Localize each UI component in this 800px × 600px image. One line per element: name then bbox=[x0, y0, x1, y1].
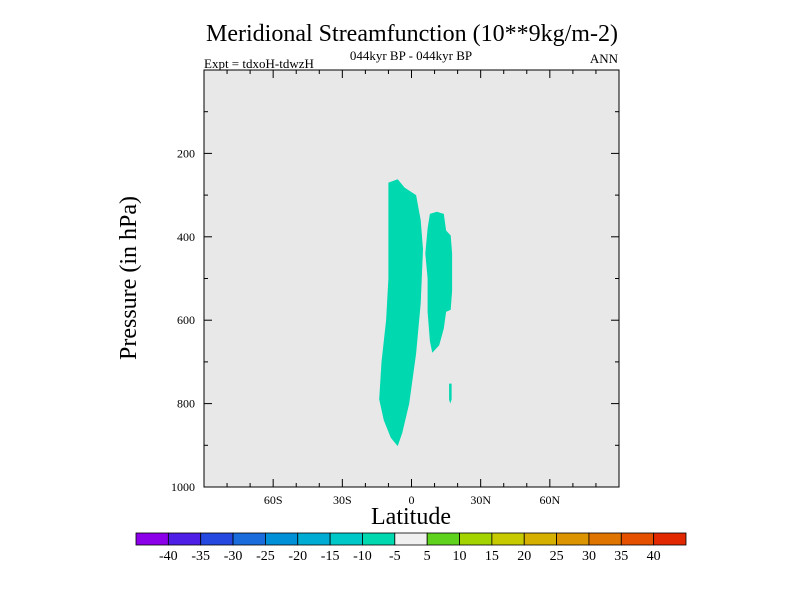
contour-region-3 bbox=[449, 383, 452, 404]
y-axis-label: Pressure (in hPa) bbox=[116, 196, 142, 360]
colorbar-swatch bbox=[362, 532, 396, 546]
colorbar-swatch bbox=[426, 532, 460, 546]
colorbar-swatch bbox=[588, 532, 622, 546]
colorbar-label: -30 bbox=[224, 549, 243, 564]
colorbar-swatch bbox=[394, 532, 428, 546]
colorbar-label: -20 bbox=[288, 549, 307, 564]
season-label: ANN bbox=[590, 51, 619, 66]
colorbar-swatch bbox=[135, 532, 169, 546]
colorbar-swatch bbox=[265, 532, 299, 546]
colorbar-swatch bbox=[653, 532, 687, 546]
colorbar-label: 40 bbox=[647, 549, 661, 564]
colorbar-swatch bbox=[491, 532, 525, 546]
colorbar-label: 10 bbox=[453, 549, 467, 564]
contour-region-1 bbox=[379, 179, 423, 447]
colorbar-swatch bbox=[200, 532, 234, 546]
colorbar-swatch bbox=[297, 532, 331, 546]
colorbar-label: 30 bbox=[582, 549, 596, 564]
colorbar-label: -10 bbox=[353, 549, 372, 564]
y-tick-label: 600 bbox=[177, 313, 195, 327]
chart-title: Meridional Streamfunction (10**9kg/m-2) bbox=[206, 21, 618, 47]
colorbar-swatch bbox=[620, 532, 655, 546]
colorbar-swatch bbox=[556, 532, 590, 546]
colorbar-label: 20 bbox=[517, 549, 531, 564]
x-tick-label: 30N bbox=[470, 493, 491, 507]
colorbar-swatch bbox=[329, 532, 363, 546]
contour-regions bbox=[379, 179, 453, 447]
colorbar-swatch bbox=[167, 532, 202, 546]
contour-region-2 bbox=[425, 211, 453, 353]
x-axis-label: Latitude bbox=[371, 504, 451, 530]
y-tick-label: 400 bbox=[177, 230, 195, 244]
y-tick-label: 1000 bbox=[171, 480, 195, 494]
colorbar-label: -5 bbox=[389, 549, 401, 564]
x-tick-labels: 60S 30S 0 30N 60N bbox=[264, 493, 561, 507]
colorbar-label: -25 bbox=[256, 549, 275, 564]
colorbar bbox=[135, 532, 687, 546]
colorbar-label: 15 bbox=[485, 549, 499, 564]
y-tick-labels: 200 400 600 800 1000 bbox=[171, 146, 195, 494]
colorbar-label: -15 bbox=[321, 549, 340, 564]
colorbar-swatch bbox=[232, 532, 266, 546]
colorbar-label: 25 bbox=[550, 549, 564, 564]
colorbar-swatch bbox=[523, 532, 557, 546]
colorbar-label: 5 bbox=[424, 549, 431, 564]
x-tick-label: 30S bbox=[333, 493, 352, 507]
axis-ticks bbox=[204, 70, 619, 487]
chart-subtitle: 044kyr BP - 044kyr BP bbox=[350, 48, 472, 63]
x-tick-label: 60S bbox=[264, 493, 283, 507]
x-tick-label: 0 bbox=[409, 493, 415, 507]
x-tick-label: 60N bbox=[539, 493, 560, 507]
colorbar-swatch bbox=[459, 532, 493, 546]
colorbar-label: 35 bbox=[614, 549, 628, 564]
experiment-label: Expt = tdxoH-tdwzH bbox=[204, 56, 314, 71]
colorbar-label: -40 bbox=[159, 549, 178, 564]
colorbar-labels: -40 -35 -30 -25 -20 -15 -10 -5 5 10 15 20 25 30 35 40 bbox=[159, 549, 661, 564]
colorbar-label: -35 bbox=[191, 549, 210, 564]
y-tick-label: 800 bbox=[177, 397, 195, 411]
y-tick-label: 200 bbox=[177, 146, 195, 160]
